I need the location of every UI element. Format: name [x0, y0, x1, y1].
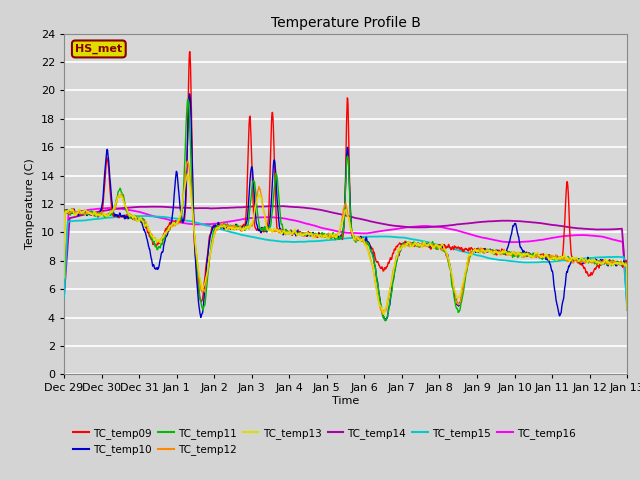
TC_temp12 — [60, 276, 68, 282]
Line: TC_temp09: TC_temp09 — [64, 52, 627, 302]
Line: TC_temp14: TC_temp14 — [64, 206, 627, 297]
TC_temp16 — [623, 303, 631, 309]
TC_temp15 — [60, 295, 68, 300]
TC_temp14 — [300, 204, 307, 210]
TC_temp10 — [127, 212, 134, 217]
TC_temp15 — [140, 213, 148, 219]
TC_temp14 — [60, 294, 68, 300]
TC_temp15 — [381, 234, 388, 240]
TC_temp11 — [381, 318, 388, 324]
TC_temp14 — [321, 208, 329, 214]
TC_temp10 — [382, 317, 390, 323]
Title: Temperature Profile B: Temperature Profile B — [271, 16, 420, 30]
TC_temp11 — [300, 231, 307, 237]
Line: TC_temp11: TC_temp11 — [64, 99, 627, 321]
TC_temp09 — [198, 299, 205, 305]
TC_temp13 — [300, 232, 307, 238]
TC_temp15 — [300, 239, 307, 245]
TC_temp11 — [321, 233, 329, 239]
TC_temp13 — [381, 307, 389, 312]
TC_temp16 — [321, 226, 329, 231]
Line: TC_temp13: TC_temp13 — [64, 174, 627, 314]
TC_temp13 — [380, 312, 388, 317]
TC_temp12 — [381, 307, 389, 313]
TC_temp16 — [60, 288, 68, 294]
TC_temp13 — [311, 232, 319, 238]
TC_temp16 — [104, 205, 111, 211]
TC_temp09 — [127, 214, 134, 219]
Line: TC_temp12: TC_temp12 — [64, 161, 627, 314]
TC_temp16 — [311, 223, 319, 228]
TC_temp09 — [300, 233, 308, 239]
TC_temp12 — [623, 307, 631, 312]
Line: TC_temp10: TC_temp10 — [64, 94, 627, 320]
TC_temp09 — [60, 263, 68, 268]
TC_temp15 — [623, 307, 631, 313]
Legend: TC_temp09, TC_temp10, TC_temp11, TC_temp12, TC_temp13, TC_temp14, TC_temp15, TC_: TC_temp09, TC_temp10, TC_temp11, TC_temp… — [69, 424, 580, 459]
TC_temp10 — [60, 263, 68, 268]
TC_temp12 — [311, 233, 319, 239]
TC_temp16 — [300, 220, 307, 226]
TC_temp14 — [623, 294, 631, 300]
TC_temp09 — [623, 297, 631, 303]
TC_temp09 — [104, 157, 111, 163]
TC_temp11 — [60, 264, 68, 270]
TC_temp12 — [127, 212, 134, 217]
TC_temp13 — [184, 171, 191, 177]
TC_temp16 — [381, 228, 388, 233]
Line: TC_temp15: TC_temp15 — [64, 216, 627, 310]
TC_temp16 — [104, 205, 112, 211]
TC_temp13 — [60, 275, 68, 281]
TC_temp14 — [127, 204, 134, 210]
TC_temp15 — [127, 214, 134, 219]
TC_temp12 — [321, 234, 329, 240]
TC_temp13 — [127, 212, 134, 218]
TC_temp15 — [104, 215, 111, 221]
TC_temp14 — [274, 203, 282, 209]
TC_temp11 — [127, 215, 134, 220]
TC_temp11 — [184, 96, 192, 102]
TC_temp10 — [321, 233, 329, 239]
Text: HS_met: HS_met — [76, 44, 122, 54]
TC_temp15 — [321, 238, 329, 243]
TC_temp13 — [623, 306, 631, 312]
TC_temp09 — [322, 234, 330, 240]
Y-axis label: Temperature (C): Temperature (C) — [25, 158, 35, 250]
X-axis label: Time: Time — [332, 396, 359, 406]
TC_temp14 — [311, 206, 319, 212]
TC_temp12 — [300, 231, 307, 237]
TC_temp11 — [311, 231, 319, 237]
TC_temp11 — [623, 300, 631, 306]
TC_temp10 — [300, 230, 307, 236]
TC_temp10 — [623, 298, 631, 304]
TC_temp09 — [186, 49, 194, 55]
TC_temp09 — [381, 266, 389, 272]
TC_temp10 — [381, 316, 388, 322]
TC_temp13 — [321, 232, 329, 238]
TC_temp12 — [379, 311, 387, 317]
TC_temp14 — [381, 221, 388, 227]
TC_temp11 — [104, 213, 111, 218]
TC_temp16 — [127, 207, 134, 213]
TC_temp13 — [104, 212, 111, 218]
TC_temp09 — [312, 232, 319, 238]
TC_temp11 — [381, 318, 389, 324]
TC_temp12 — [184, 158, 191, 164]
TC_temp10 — [311, 233, 319, 239]
TC_temp10 — [104, 148, 111, 154]
Line: TC_temp16: TC_temp16 — [64, 208, 627, 306]
TC_temp15 — [311, 238, 319, 244]
TC_temp14 — [104, 207, 111, 213]
TC_temp10 — [186, 91, 193, 97]
TC_temp12 — [104, 213, 111, 219]
